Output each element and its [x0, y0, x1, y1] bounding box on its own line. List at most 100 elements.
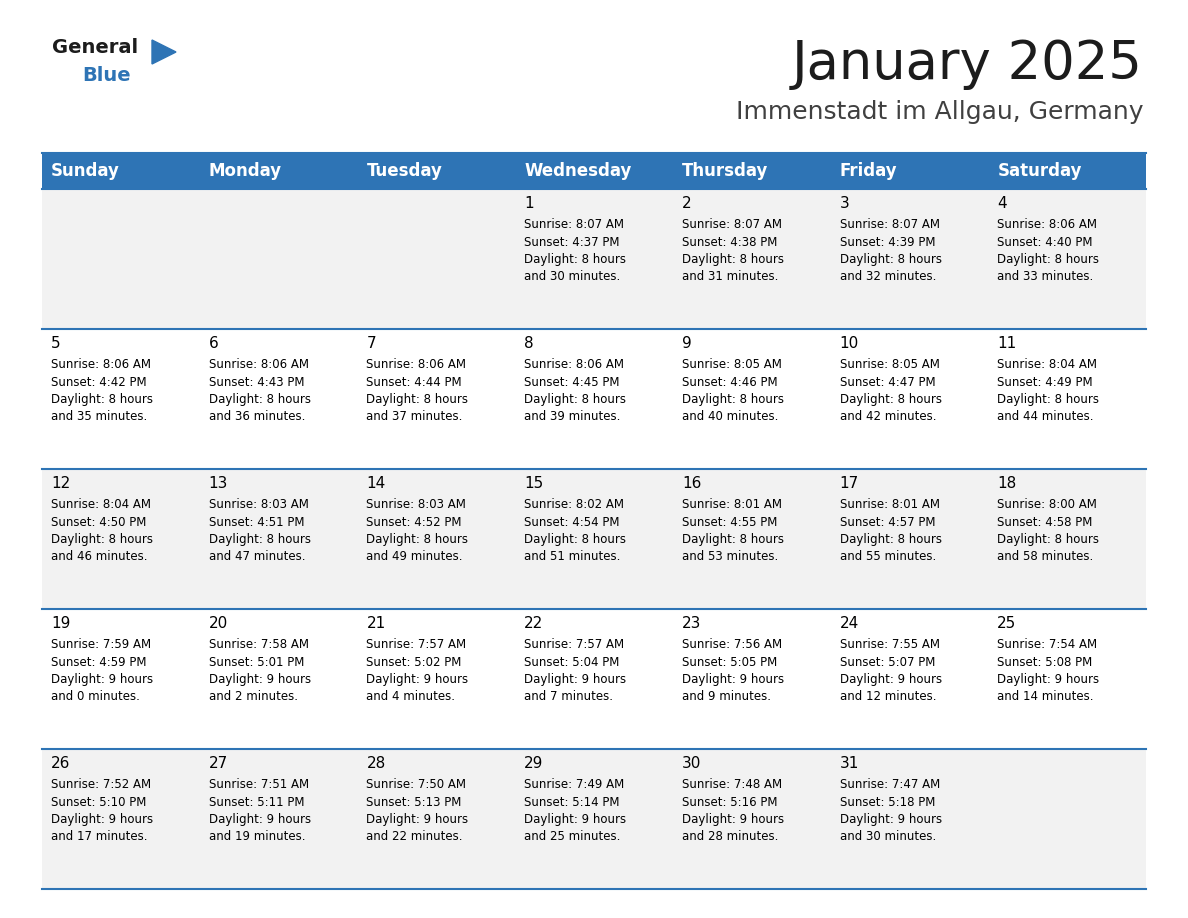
Text: Daylight: 8 hours: Daylight: 8 hours [209, 533, 311, 546]
Text: Sunset: 5:13 PM: Sunset: 5:13 PM [366, 796, 462, 809]
Text: 26: 26 [51, 756, 70, 771]
Bar [988, 609, 1146, 749]
Bar [200, 469, 358, 609]
Text: Sunset: 4:57 PM: Sunset: 4:57 PM [840, 516, 935, 529]
Text: Sunrise: 8:07 AM: Sunrise: 8:07 AM [840, 218, 940, 231]
Text: Sunday: Sunday [51, 162, 120, 180]
Text: Sunset: 4:39 PM: Sunset: 4:39 PM [840, 236, 935, 249]
Text: Sunrise: 7:56 AM: Sunrise: 7:56 AM [682, 638, 782, 651]
Bar [42, 329, 200, 469]
Text: Sunset: 5:04 PM: Sunset: 5:04 PM [524, 655, 619, 668]
Text: Sunrise: 8:04 AM: Sunrise: 8:04 AM [997, 358, 1098, 371]
Text: Daylight: 9 hours: Daylight: 9 hours [209, 673, 311, 686]
Bar [200, 749, 358, 889]
Text: and 4 minutes.: and 4 minutes. [366, 690, 455, 703]
Bar [200, 189, 358, 329]
Bar [358, 469, 516, 609]
Bar [358, 153, 516, 189]
Text: Sunrise: 8:06 AM: Sunrise: 8:06 AM [366, 358, 467, 371]
Text: Daylight: 8 hours: Daylight: 8 hours [682, 253, 784, 266]
Text: Daylight: 8 hours: Daylight: 8 hours [51, 393, 153, 406]
Text: Blue: Blue [82, 66, 131, 85]
Text: Sunset: 5:01 PM: Sunset: 5:01 PM [209, 655, 304, 668]
Bar [200, 329, 358, 469]
Text: 13: 13 [209, 476, 228, 491]
Text: Daylight: 9 hours: Daylight: 9 hours [366, 813, 468, 826]
Text: Sunrise: 7:49 AM: Sunrise: 7:49 AM [524, 778, 625, 791]
Text: 16: 16 [682, 476, 701, 491]
Text: and 37 minutes.: and 37 minutes. [366, 410, 463, 423]
Text: and 14 minutes.: and 14 minutes. [997, 690, 1094, 703]
Text: Sunrise: 7:47 AM: Sunrise: 7:47 AM [840, 778, 940, 791]
Text: Sunset: 4:59 PM: Sunset: 4:59 PM [51, 655, 146, 668]
Text: Sunrise: 8:06 AM: Sunrise: 8:06 AM [51, 358, 151, 371]
Text: Friday: Friday [840, 162, 897, 180]
Text: Sunrise: 8:01 AM: Sunrise: 8:01 AM [840, 498, 940, 511]
Text: 30: 30 [682, 756, 701, 771]
Text: Daylight: 8 hours: Daylight: 8 hours [366, 533, 468, 546]
Bar [672, 189, 830, 329]
Text: Sunrise: 8:05 AM: Sunrise: 8:05 AM [840, 358, 940, 371]
Text: 5: 5 [51, 336, 61, 351]
Text: Daylight: 9 hours: Daylight: 9 hours [997, 673, 1099, 686]
Text: Sunset: 4:43 PM: Sunset: 4:43 PM [209, 375, 304, 388]
Text: Sunset: 5:16 PM: Sunset: 5:16 PM [682, 796, 777, 809]
Bar [42, 189, 200, 329]
Text: and 44 minutes.: and 44 minutes. [997, 410, 1094, 423]
Text: Daylight: 8 hours: Daylight: 8 hours [840, 533, 942, 546]
Text: Daylight: 9 hours: Daylight: 9 hours [524, 813, 626, 826]
Text: Daylight: 8 hours: Daylight: 8 hours [366, 393, 468, 406]
Bar [988, 153, 1146, 189]
Bar [988, 329, 1146, 469]
Text: Sunset: 4:55 PM: Sunset: 4:55 PM [682, 516, 777, 529]
Text: Sunset: 4:51 PM: Sunset: 4:51 PM [209, 516, 304, 529]
Text: 25: 25 [997, 616, 1017, 631]
Text: 22: 22 [524, 616, 543, 631]
Bar [42, 749, 200, 889]
Text: and 28 minutes.: and 28 minutes. [682, 831, 778, 844]
Text: 31: 31 [840, 756, 859, 771]
Text: and 32 minutes.: and 32 minutes. [840, 271, 936, 284]
Text: Daylight: 8 hours: Daylight: 8 hours [997, 253, 1099, 266]
Text: Sunset: 4:38 PM: Sunset: 4:38 PM [682, 236, 777, 249]
Text: 6: 6 [209, 336, 219, 351]
Text: and 30 minutes.: and 30 minutes. [840, 831, 936, 844]
Text: Sunrise: 8:05 AM: Sunrise: 8:05 AM [682, 358, 782, 371]
Text: 2: 2 [682, 196, 691, 211]
Bar [672, 609, 830, 749]
Text: Sunrise: 8:07 AM: Sunrise: 8:07 AM [524, 218, 624, 231]
Text: Tuesday: Tuesday [366, 162, 442, 180]
Text: and 19 minutes.: and 19 minutes. [209, 831, 305, 844]
Text: and 33 minutes.: and 33 minutes. [997, 271, 1093, 284]
Text: and 22 minutes.: and 22 minutes. [366, 831, 463, 844]
Text: Daylight: 9 hours: Daylight: 9 hours [524, 673, 626, 686]
Text: and 0 minutes.: and 0 minutes. [51, 690, 140, 703]
Text: Sunset: 4:52 PM: Sunset: 4:52 PM [366, 516, 462, 529]
Text: Sunrise: 8:00 AM: Sunrise: 8:00 AM [997, 498, 1098, 511]
Text: January 2025: January 2025 [792, 38, 1143, 90]
Text: Sunrise: 8:03 AM: Sunrise: 8:03 AM [209, 498, 309, 511]
Text: 7: 7 [366, 336, 377, 351]
Bar [42, 469, 200, 609]
Text: Sunset: 5:18 PM: Sunset: 5:18 PM [840, 796, 935, 809]
Text: and 7 minutes.: and 7 minutes. [524, 690, 613, 703]
Text: Daylight: 8 hours: Daylight: 8 hours [524, 393, 626, 406]
Text: 10: 10 [840, 336, 859, 351]
Text: Sunrise: 7:51 AM: Sunrise: 7:51 AM [209, 778, 309, 791]
Bar [358, 609, 516, 749]
Text: Sunrise: 7:50 AM: Sunrise: 7:50 AM [366, 778, 467, 791]
Bar [516, 329, 672, 469]
Text: Daylight: 9 hours: Daylight: 9 hours [209, 813, 311, 826]
Text: and 58 minutes.: and 58 minutes. [997, 551, 1093, 564]
Text: and 51 minutes.: and 51 minutes. [524, 551, 620, 564]
Text: and 12 minutes.: and 12 minutes. [840, 690, 936, 703]
Text: Daylight: 8 hours: Daylight: 8 hours [997, 393, 1099, 406]
Text: Sunrise: 8:06 AM: Sunrise: 8:06 AM [209, 358, 309, 371]
Text: Daylight: 9 hours: Daylight: 9 hours [366, 673, 468, 686]
Bar [830, 329, 988, 469]
Text: Sunset: 4:42 PM: Sunset: 4:42 PM [51, 375, 146, 388]
Bar [42, 153, 200, 189]
Bar [830, 609, 988, 749]
Text: 21: 21 [366, 616, 386, 631]
Text: and 30 minutes.: and 30 minutes. [524, 271, 620, 284]
